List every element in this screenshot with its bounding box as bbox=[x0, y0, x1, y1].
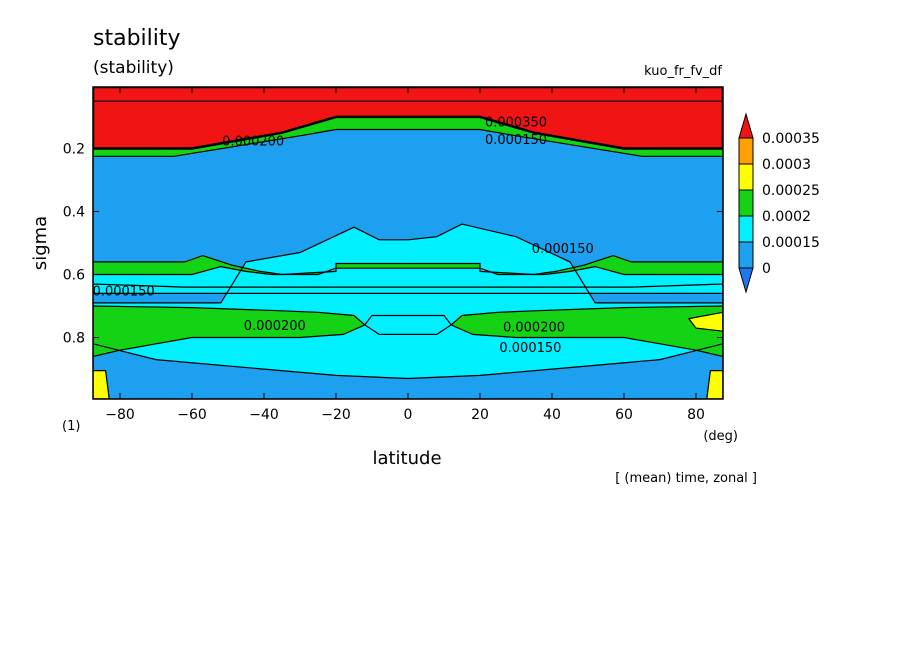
plot-area bbox=[93, 87, 723, 399]
contour-label-7: 0.000150 bbox=[499, 341, 561, 356]
contour-line-1 bbox=[93, 223, 723, 380]
colorbar-label-0: 0.00035 bbox=[762, 131, 820, 147]
colorbar-segment-1 bbox=[738, 163, 754, 191]
colorbar-label-5: 0 bbox=[762, 261, 771, 277]
y-axis: 0.2 0.4 0.6 0.8 bbox=[63, 141, 723, 347]
x-tick-label-4: 0 bbox=[404, 407, 413, 423]
y-tick-label-0: 0.2 bbox=[63, 141, 85, 157]
colorbar-segment-4 bbox=[738, 241, 754, 269]
footer-note: [ (mean) time, zonal ] bbox=[615, 471, 757, 486]
contour-region-7 bbox=[364, 315, 452, 335]
chart-subtitle: (stability) bbox=[93, 58, 174, 78]
colorbar-label-1: 0.0003 bbox=[762, 157, 811, 173]
x-tick-label-1: −60 bbox=[177, 407, 207, 423]
contour-region-11 bbox=[706, 370, 723, 399]
contour-region-5 bbox=[451, 306, 723, 357]
y-tick-label-1: 0.4 bbox=[63, 204, 85, 220]
chart-title: stability bbox=[93, 26, 181, 51]
contour-region-1 bbox=[93, 224, 723, 379]
x-tick-label-7: 60 bbox=[615, 407, 633, 423]
colorbar-segment-0 bbox=[738, 137, 754, 165]
x-tick-label-0: −80 bbox=[105, 407, 135, 423]
colorbar-extend-bottom bbox=[738, 267, 754, 294]
contour-line-7 bbox=[363, 314, 453, 335]
colorbar-label-4: 0.00015 bbox=[762, 235, 820, 251]
x-axis-label: latitude bbox=[372, 448, 441, 469]
contour-label-layer: 0.000150 0.000200 0.000200 0.000150 0.000350… bbox=[93, 116, 594, 356]
colorbar-segment-2 bbox=[738, 189, 754, 217]
contour-fill-layer bbox=[93, 87, 723, 399]
y-tick-label-2: 0.6 bbox=[63, 268, 85, 284]
y-tick-label-3: 0.8 bbox=[63, 331, 85, 347]
contour-region-9 bbox=[93, 87, 723, 149]
x-tick-label-6: 40 bbox=[543, 407, 561, 423]
contour-label-6: 0.000200 bbox=[503, 321, 565, 336]
contour-region-10 bbox=[93, 370, 110, 399]
x-tick-label-2: −40 bbox=[249, 407, 279, 423]
contour-line-4 bbox=[93, 305, 366, 358]
contour-line-11 bbox=[706, 370, 723, 399]
panel-index: (1) bbox=[62, 419, 80, 434]
contour-label-3: 0.000150 bbox=[532, 242, 594, 257]
contour-line-3 bbox=[93, 265, 723, 294]
contour-line-5 bbox=[450, 305, 723, 358]
colorbar-label-2: 0.00025 bbox=[762, 183, 820, 199]
colorbar-segment-3 bbox=[738, 215, 754, 243]
x-tick-label-5: 20 bbox=[471, 407, 489, 423]
contour-label-1: 0.000200 bbox=[244, 319, 306, 334]
contour-label-2: 0.000200 bbox=[222, 135, 284, 150]
contour-label-0: 0.000150 bbox=[93, 284, 155, 299]
y-axis-label: sigma bbox=[30, 216, 51, 270]
contour-line-10 bbox=[93, 370, 110, 399]
contour-region-6 bbox=[688, 312, 723, 332]
contour-region-4 bbox=[93, 306, 365, 357]
run-name-label: kuo_fr_fv_df bbox=[644, 64, 722, 79]
contour-line-6 bbox=[687, 311, 723, 332]
x-tick-label-3: −20 bbox=[321, 407, 351, 423]
colorbar-label-3: 0.0002 bbox=[762, 209, 811, 225]
colorbar: 0.00035 0.0003 0.00025 0.0002 0.00015 0 bbox=[738, 112, 820, 294]
colorbar-extend-top bbox=[738, 112, 754, 139]
contour-label-4: 0.000350 bbox=[485, 116, 547, 131]
x-unit-label: (deg) bbox=[703, 429, 738, 444]
contour-line-8 bbox=[93, 100, 723, 157]
x-axis: −80 −60 −40 −20 0 20 40 60 80 bbox=[105, 87, 705, 423]
contour-line-layer bbox=[93, 87, 723, 399]
contour-line-9 bbox=[93, 87, 723, 150]
x-tick-label-8: 80 bbox=[687, 407, 705, 423]
contour-label-5: 0.000150 bbox=[485, 133, 547, 148]
